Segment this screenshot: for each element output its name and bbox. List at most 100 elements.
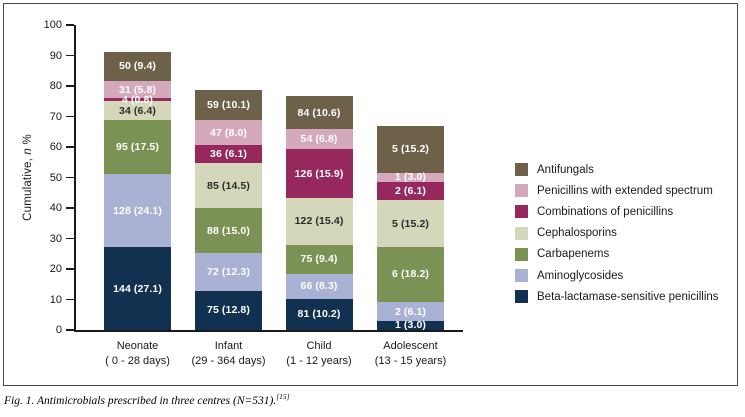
- y-tick-80: [66, 85, 74, 87]
- category-name: Child: [306, 340, 332, 352]
- x-category-label-neonate: Neonate ( 0 - 28 days): [73, 339, 203, 368]
- segment-label: 4 (0.8): [121, 93, 154, 106]
- bar-infant: 59 (10.1) 47 (8.0) 36 (6.1) 85 (14.5) 88 (15…: [195, 89, 262, 330]
- segment-label: 59 (10.1): [207, 99, 250, 112]
- segment-aminoglycosides: 2 (6.1): [377, 302, 444, 321]
- legend-label: Cephalosporins: [537, 227, 617, 240]
- segment-combinations-of-penicillins: 36 (6.1): [195, 144, 262, 164]
- segment-label: 47 (8.0): [210, 126, 247, 139]
- legend-swatch-combinations-of-penicillins: [515, 205, 528, 219]
- y-tick-label-90: 90: [49, 49, 62, 62]
- legend-swatch-carbapenems: [515, 247, 528, 261]
- segment-cephalosporins: 5 (15.2): [377, 200, 444, 247]
- segment-combinations-of-penicillins: 2 (6.1): [377, 181, 444, 201]
- segment-combinations-of-penicillins: 126 (15.9): [285, 149, 353, 198]
- y-tick-label-30: 30: [49, 232, 62, 245]
- y-tick-100: [66, 24, 74, 26]
- bar-child: 84 (10.6) 54 (6.8) 126 (15.9) 122 (15.4) 75 …: [285, 96, 353, 330]
- y-tick-label-80: 80: [49, 80, 62, 92]
- legend-label: Penicillins with extended spectrum: [537, 184, 713, 197]
- legend-label: Antifungals: [537, 163, 594, 176]
- y-tick-90: [66, 54, 74, 57]
- segment-antifungals: 50 (9.4): [104, 52, 171, 81]
- legend-swatch-aminoglycosides: [515, 269, 528, 282]
- x-category-label-infant: Infant (29 - 364 days): [164, 339, 294, 368]
- segment-carbapenems: 75 (9.4): [285, 244, 353, 274]
- caption-reference: [15]: [276, 392, 290, 401]
- x-category-label-adolescent: Adolescent (13 - 15 years): [346, 339, 476, 368]
- y-tick-label-100: 100: [43, 19, 62, 31]
- segment-carbapenems: 6 (18.2): [377, 246, 444, 303]
- segment-label: 95 (17.5): [116, 141, 159, 154]
- legend-item-carbapenems: Carbapenems: [515, 247, 610, 261]
- segment-label: 1 (3.0): [394, 319, 427, 332]
- segment-label: 34 (6.4): [119, 104, 156, 117]
- category-range: (29 - 364 days): [191, 354, 266, 367]
- legend-item-cephalosporins: Cephalosporins: [515, 226, 617, 240]
- segment-label: 75 (9.4): [300, 253, 338, 266]
- segment-label: 50 (9.4): [119, 60, 156, 73]
- legend-label: Beta-lactamase-sensitive penicillins: [537, 290, 719, 303]
- y-tick-label-60: 60: [49, 141, 62, 153]
- segment-aminoglycosides: 128 (24.1): [104, 173, 171, 248]
- segment-label: 81 (10.2): [297, 308, 341, 321]
- y-tick-20: [66, 268, 74, 270]
- segment-label: 126 (15.9): [294, 167, 344, 180]
- category-name: Adolescent: [383, 340, 438, 352]
- segment-antifungals: 59 (10.1): [195, 89, 262, 121]
- legend-item-aminoglycosides: Aminoglycosides: [515, 269, 623, 282]
- segment-cephalosporins: 122 (15.4): [285, 197, 353, 245]
- bar-adolescent: 5 (15.2) 1 (3.0) 2 (6.1) 5 (15.2) 6 (18.2) 2 …: [377, 126, 444, 332]
- segment-cephalosporins: 85 (14.5): [195, 163, 262, 208]
- segment-label: 2 (6.1): [394, 305, 427, 318]
- segment-label: 128 (24.1): [113, 204, 162, 217]
- segment-label: 5 (15.2): [392, 217, 429, 230]
- x-axis-line: [74, 330, 463, 332]
- segment-label: 85 (14.5): [207, 179, 250, 192]
- legend-swatch-penicillins-with-extended-spectrum: [515, 184, 528, 198]
- segment-penicillins-with-extended-spectrum: 54 (6.8): [285, 128, 353, 150]
- y-tick-40: [66, 207, 74, 209]
- legend-item-combinations-of-penicillins: Combinations of penicillins: [515, 205, 674, 219]
- segment-label: 144 (27.1): [113, 282, 162, 295]
- segment-label: 66 (8.3): [300, 280, 338, 293]
- segment-carbapenems: 88 (15.0): [195, 207, 262, 254]
- segment-beta-lactamase-sensitive-penicillins: 75 (12.8): [195, 290, 262, 330]
- segment-beta-lactamase-sensitive-penicillins: 81 (10.2): [285, 298, 353, 330]
- y-tick-label-70: 70: [49, 110, 62, 123]
- category-range: (1 - 12 years): [286, 354, 352, 367]
- legend-label: Combinations of penicillins: [537, 205, 674, 218]
- caption-text: Fig. 1. Antimicrobials prescribed in thr…: [4, 394, 277, 407]
- segment-label: 72 (12.3): [207, 266, 250, 279]
- legend-label: Aminoglycosides: [537, 269, 624, 282]
- y-tick-label-40: 40: [49, 202, 62, 214]
- segment-label: 88 (15.0): [207, 224, 250, 237]
- segment-penicillins-with-extended-spectrum: 1 (3.0): [377, 171, 444, 183]
- segment-combinations-of-penicillins: 4 (0.8): [104, 94, 171, 106]
- category-range: (13 - 15 years): [374, 354, 447, 367]
- segment-cephalosporins: 34 (6.4): [104, 100, 171, 121]
- segment-aminoglycosides: 72 (12.3): [195, 253, 262, 291]
- category-range: ( 0 - 28 days): [105, 354, 170, 367]
- category-name: Neonate: [116, 340, 159, 352]
- segment-penicillins-with-extended-spectrum: 47 (8.0): [195, 120, 262, 145]
- segment-label: 122 (15.4): [294, 215, 344, 228]
- legend-swatch-beta-lactamase-sensitive-penicillins: [515, 290, 528, 304]
- segment-carbapenems: 95 (17.5): [104, 120, 171, 174]
- legend-item-beta-lactamase-sensitive-penicillins: Beta-lactamase-sensitive penicillins: [515, 290, 719, 304]
- legend-label: Carbapenems: [537, 248, 610, 261]
- y-tick-label-20: 20: [49, 263, 62, 275]
- y-tick-0: [66, 329, 74, 331]
- legend-swatch-cephalosporins: [515, 226, 528, 240]
- segment-beta-lactamase-sensitive-penicillins: 144 (27.1): [104, 247, 171, 330]
- segment-label: 6 (18.2): [392, 268, 429, 281]
- legend-item-antifungals: Antifungals: [515, 163, 594, 176]
- figure-caption: Fig. 1. Antimicrobials prescribed in thr…: [4, 392, 290, 407]
- segment-label: 54 (6.8): [300, 133, 338, 146]
- segment-label: 84 (10.6): [297, 106, 341, 119]
- x-category-label-child: Child (1 - 12 years): [254, 339, 384, 368]
- y-axis-line: [74, 25, 76, 330]
- y-tick-60: [66, 146, 74, 148]
- segment-aminoglycosides: 66 (8.3): [285, 273, 353, 299]
